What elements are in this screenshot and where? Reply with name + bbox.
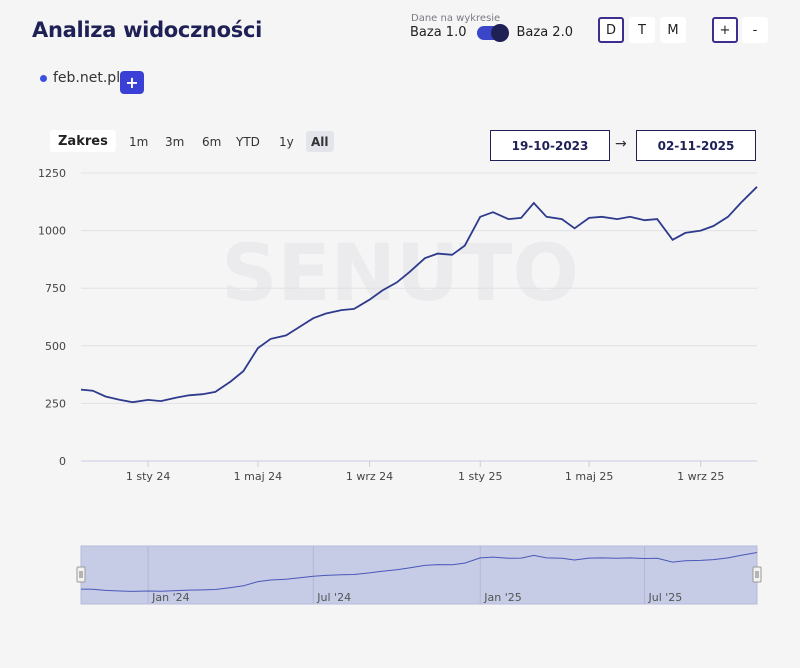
navigator-right-handle[interactable] [752,566,762,583]
range-3m-button[interactable]: 3m [165,134,185,149]
range-6m-button[interactable]: 6m [202,134,222,149]
navigator-tick-label: Jan '24 [151,591,189,604]
zoom-out-button[interactable]: - [742,17,768,43]
y-tick-label: 750 [45,282,66,295]
x-axis: 1 sty 24 1 maj 24 1 wrz 24 1 sty 25 1 maj 25… [81,460,757,483]
range-all-button[interactable]: All [306,131,334,152]
range-label: Zakres [50,130,116,152]
series-line [80,186,758,404]
x-tick-label: 1 sty 25 [458,470,503,483]
x-tick-label: 1 sty 24 [126,470,171,483]
domain-legend[interactable]: feb.net.pl [40,70,120,86]
range-ytd-button[interactable]: YTD [236,134,260,149]
x-tick-label: 1 maj 25 [565,470,614,483]
range-1m-button[interactable]: 1m [129,134,149,149]
y-axis: 0 250 500 750 1000 1250 [38,167,66,468]
granularity-month-button[interactable]: M [660,17,686,43]
page-title: Analiza widoczności [32,18,263,42]
y-tick-label: 500 [45,340,66,353]
date-from-input[interactable]: 19-10-2023 [490,130,610,161]
x-tick-label: 1 wrz 25 [677,470,724,483]
granularity-day-button[interactable]: D [598,17,624,43]
navigator[interactable]: Jan '24 Jul '24 Jan '25 Jul '25 [76,545,762,605]
date-to-input[interactable]: 02-11-2025 [636,130,756,161]
range-1y-button[interactable]: 1y [279,134,294,149]
navigator-tick-label: Jul '24 [316,591,351,604]
grid-lines [81,172,757,404]
navigator-tick-label: Jul '25 [647,591,682,604]
x-tick-label: 1 wrz 24 [346,470,393,483]
domain-color-dot [40,74,47,82]
base-toggle[interactable] [477,23,510,42]
y-tick-label: 1250 [38,167,66,180]
base-right-label: Baza 2.0 [516,25,573,40]
add-domain-button[interactable]: + [120,71,144,94]
navigator-series-line [80,552,758,592]
zoom-in-button[interactable]: + [712,17,738,43]
navigator-tick-label: Jan '25 [483,591,521,604]
watermark: SENUTO [221,229,579,319]
base-switch: Dane na wykresie Baza 1.0 Baza 2.0 [410,13,573,42]
y-tick-label: 1000 [38,225,66,238]
base-left-label: Baza 1.0 [410,25,467,40]
date-range-arrow: → [615,136,627,152]
navigator-left-handle[interactable] [76,566,86,583]
toggle-knob [491,23,510,42]
base-caption: Dane na wykresie [411,13,501,24]
granularity-week-button[interactable]: T [629,17,655,43]
domain-name: feb.net.pl [53,70,121,86]
y-tick-label: 250 [45,397,66,410]
x-tick-label: 1 maj 24 [234,470,283,483]
y-tick-label: 0 [59,455,66,468]
